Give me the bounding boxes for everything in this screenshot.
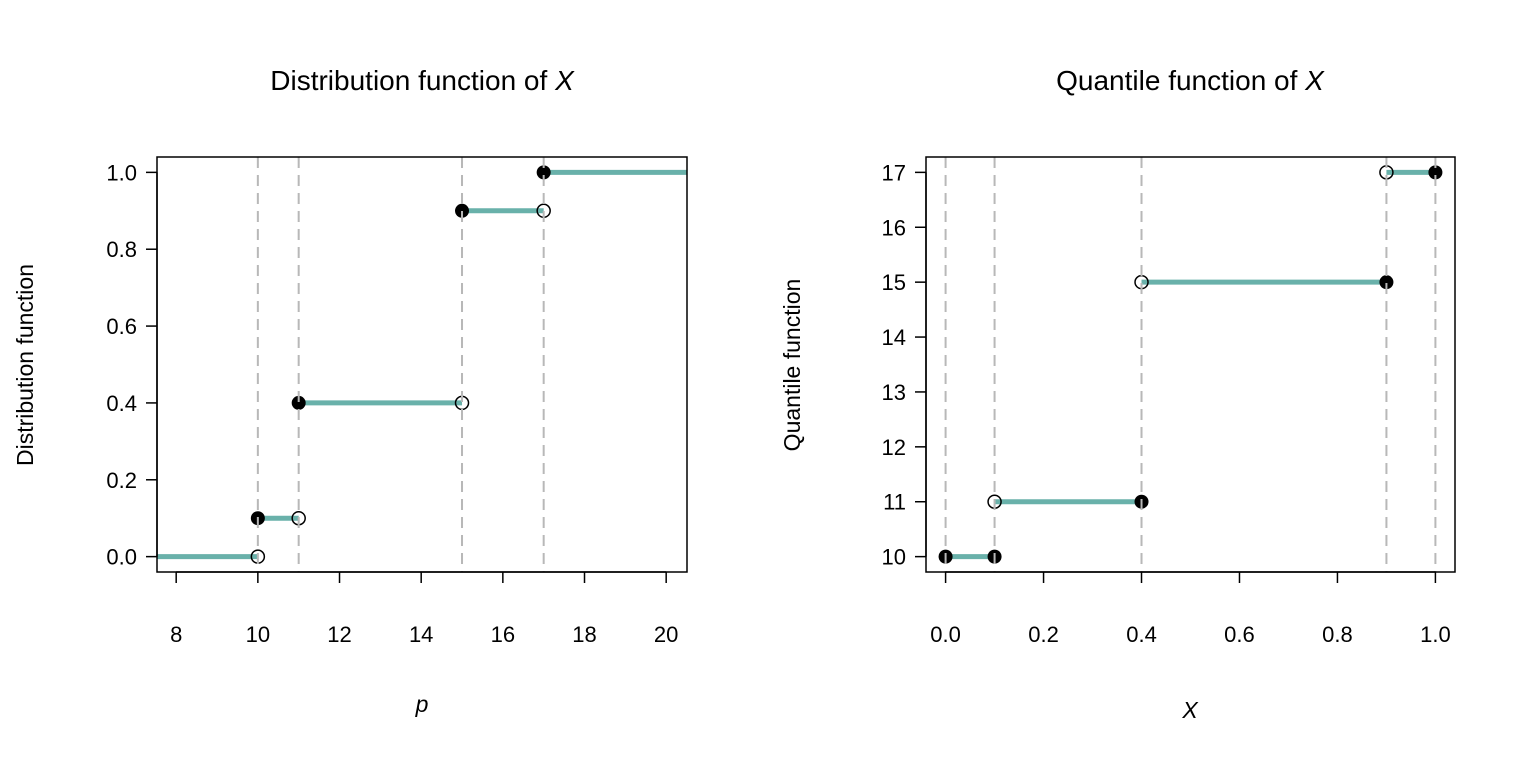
plot-box xyxy=(925,156,1456,573)
y-tick-label: 14 xyxy=(882,325,906,350)
closed-point xyxy=(1428,165,1443,180)
plot-box xyxy=(156,156,688,573)
x-tick-label: 12 xyxy=(327,622,351,647)
left-title: Distribution function of X xyxy=(270,65,575,96)
left-ylabel: Distribution function xyxy=(12,264,38,466)
x-tick-label: 0.8 xyxy=(1322,622,1353,647)
x-tick-label: 14 xyxy=(409,622,433,647)
left-panel: Distribution function of X p Distributio… xyxy=(12,65,688,717)
right-title-var: X xyxy=(1304,65,1325,96)
right-title: Quantile function of X xyxy=(1056,65,1325,96)
x-tick-label: 0.4 xyxy=(1126,622,1157,647)
x-tick-label: 20 xyxy=(654,622,678,647)
y-tick-label: 0.0 xyxy=(106,545,137,570)
x-tick-label: 0.6 xyxy=(1224,622,1255,647)
right-ylabel: Quantile function xyxy=(779,279,805,452)
y-tick-label: 17 xyxy=(882,160,906,185)
y-tick-label: 11 xyxy=(883,490,906,515)
left-plot-area: 8 10 12 14 16 18 20 0.0 0.2 0.4 0.6 0.8 1.0 xyxy=(106,156,688,647)
closed-point xyxy=(291,395,306,410)
y-tick-label: 1.0 xyxy=(106,160,137,185)
y-tick-label: 15 xyxy=(882,270,906,295)
y-tick-label: 0.4 xyxy=(106,391,137,416)
closed-point xyxy=(455,203,470,218)
y-tick-label: 10 xyxy=(882,545,906,570)
x-tick-label: 10 xyxy=(246,622,270,647)
x-tick-label: 0.2 xyxy=(1028,622,1059,647)
right-panel: Quantile function of X X Quantile functi… xyxy=(779,65,1456,723)
y-tick-label: 12 xyxy=(882,435,906,460)
right-plot-area: 0.0 0.2 0.4 0.6 0.8 1.0 10 11 12 13 14 15 16 17 xyxy=(882,156,1456,647)
left-title-var: X xyxy=(554,65,575,96)
y-tick-label: 16 xyxy=(882,215,906,240)
left-xlabel: p xyxy=(415,691,429,717)
left-title-text: Distribution function of xyxy=(270,65,555,96)
x-tick-label: 16 xyxy=(491,622,515,647)
closed-point xyxy=(536,165,551,180)
y-tick-label: 0.8 xyxy=(106,237,137,262)
right-title-text: Quantile function of xyxy=(1056,65,1305,96)
closed-point xyxy=(1379,275,1394,290)
y-tick-label: 0.2 xyxy=(106,468,137,493)
x-tick-label: 1.0 xyxy=(1420,622,1451,647)
x-tick-label: 8 xyxy=(170,622,182,647)
right-xlabel: X xyxy=(1181,697,1199,723)
y-tick-label: 0.6 xyxy=(106,314,137,339)
x-tick-label: 0.0 xyxy=(930,622,961,647)
x-tick-label: 18 xyxy=(572,622,596,647)
y-tick-label: 13 xyxy=(882,380,906,405)
